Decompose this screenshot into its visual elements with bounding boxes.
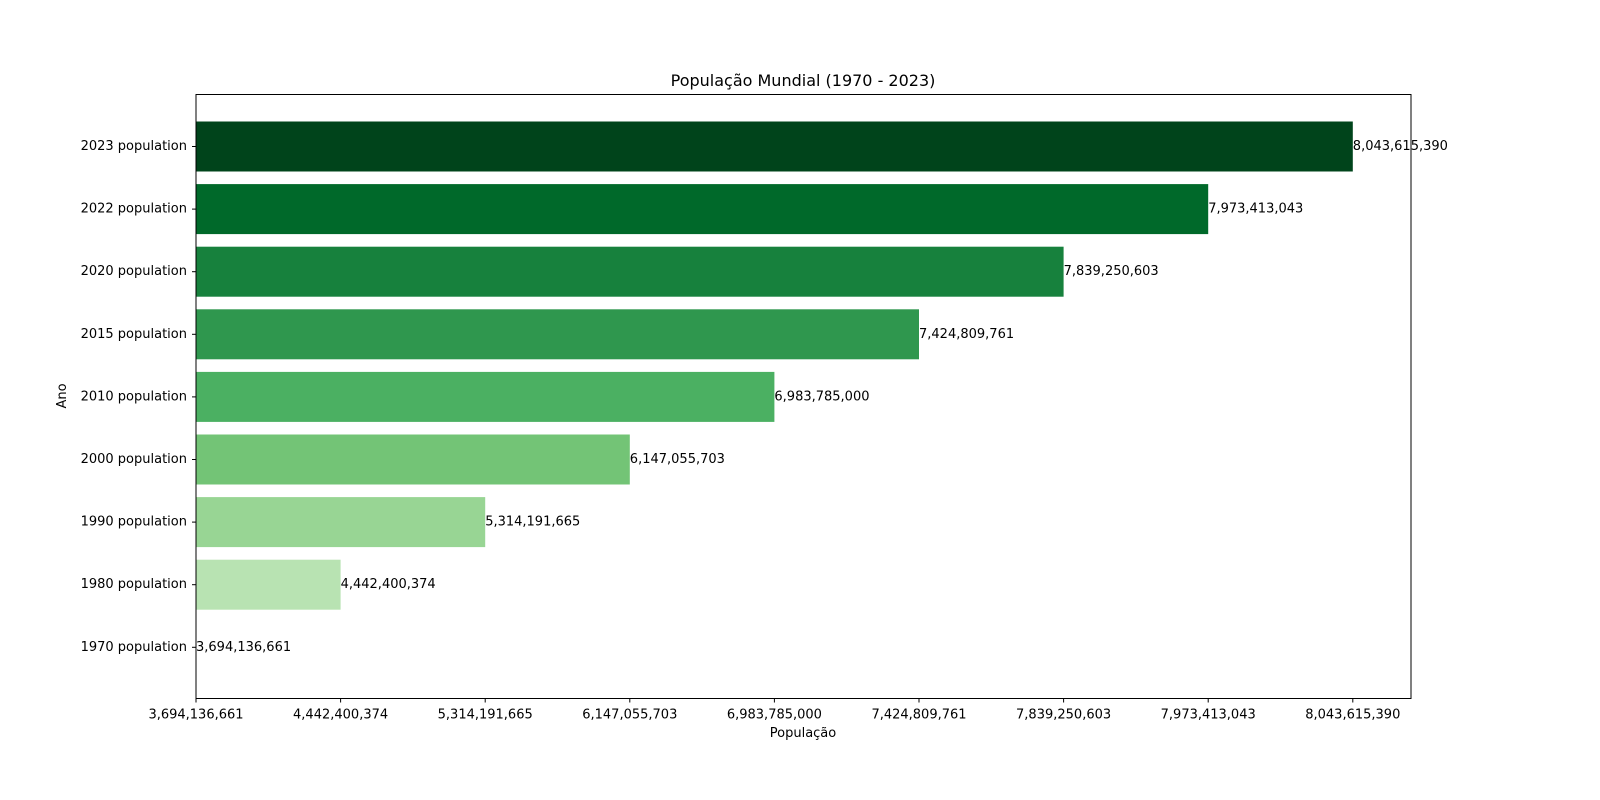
value-label: 4,442,400,374 xyxy=(341,577,436,592)
y-tick-label: 1980 population xyxy=(81,577,187,592)
y-tick-label: 2020 population xyxy=(81,264,187,279)
x-tick-label: 6,147,055,703 xyxy=(582,708,677,723)
bar-1990 xyxy=(196,497,486,548)
x-tick-label: 8,043,615,390 xyxy=(1305,708,1400,723)
y-tick-label: 1970 population xyxy=(81,640,187,655)
bar-1980 xyxy=(196,559,341,610)
y-tick-label: 2010 population xyxy=(81,389,187,404)
bar-2023 xyxy=(196,121,1353,172)
value-label: 3,694,136,661 xyxy=(196,640,291,655)
value-label: 7,973,413,043 xyxy=(1208,202,1303,217)
x-tick-label: 7,424,809,761 xyxy=(871,708,966,723)
y-tick-label: 2000 population xyxy=(81,452,187,467)
y-axis: 1970 population 1980 population 1990 popul… xyxy=(81,139,196,655)
y-tick-label: 2023 population xyxy=(81,139,187,154)
bar-2000 xyxy=(196,434,630,485)
x-tick-label: 6,983,785,000 xyxy=(727,708,822,723)
x-axis: 3,694,136,661 4,442,400,374 5,314,191,665 6… xyxy=(148,698,1400,723)
y-axis-label: Ano xyxy=(55,383,70,408)
chart-title: População Mundial (1970 - 2023) xyxy=(671,71,936,90)
x-tick-label: 4,442,400,374 xyxy=(293,708,388,723)
bar-2022 xyxy=(196,184,1209,235)
y-tick-label: 1990 population xyxy=(81,515,187,530)
x-tick-label: 5,314,191,665 xyxy=(438,708,533,723)
value-labels-layer: 3,694,136,661 4,442,400,374 5,314,191,665 6… xyxy=(196,139,1448,655)
value-label: 8,043,615,390 xyxy=(1353,139,1448,154)
value-label: 5,314,191,665 xyxy=(485,515,580,530)
value-label: 7,424,809,761 xyxy=(919,327,1014,342)
bar-2010 xyxy=(196,371,775,422)
x-axis-label: População xyxy=(770,726,837,741)
x-tick-label: 7,839,250,603 xyxy=(1016,708,1111,723)
y-tick-label: 2015 population xyxy=(81,327,187,342)
value-label: 7,839,250,603 xyxy=(1064,264,1159,279)
value-label: 6,983,785,000 xyxy=(774,389,869,404)
bar-2020 xyxy=(196,246,1064,297)
bars-layer xyxy=(196,121,1353,610)
x-tick-label: 3,694,136,661 xyxy=(148,708,243,723)
bar-2015 xyxy=(196,309,919,360)
y-tick-label: 2022 population xyxy=(81,202,187,217)
value-label: 6,147,055,703 xyxy=(630,452,725,467)
x-tick-label: 7,973,413,043 xyxy=(1161,708,1256,723)
